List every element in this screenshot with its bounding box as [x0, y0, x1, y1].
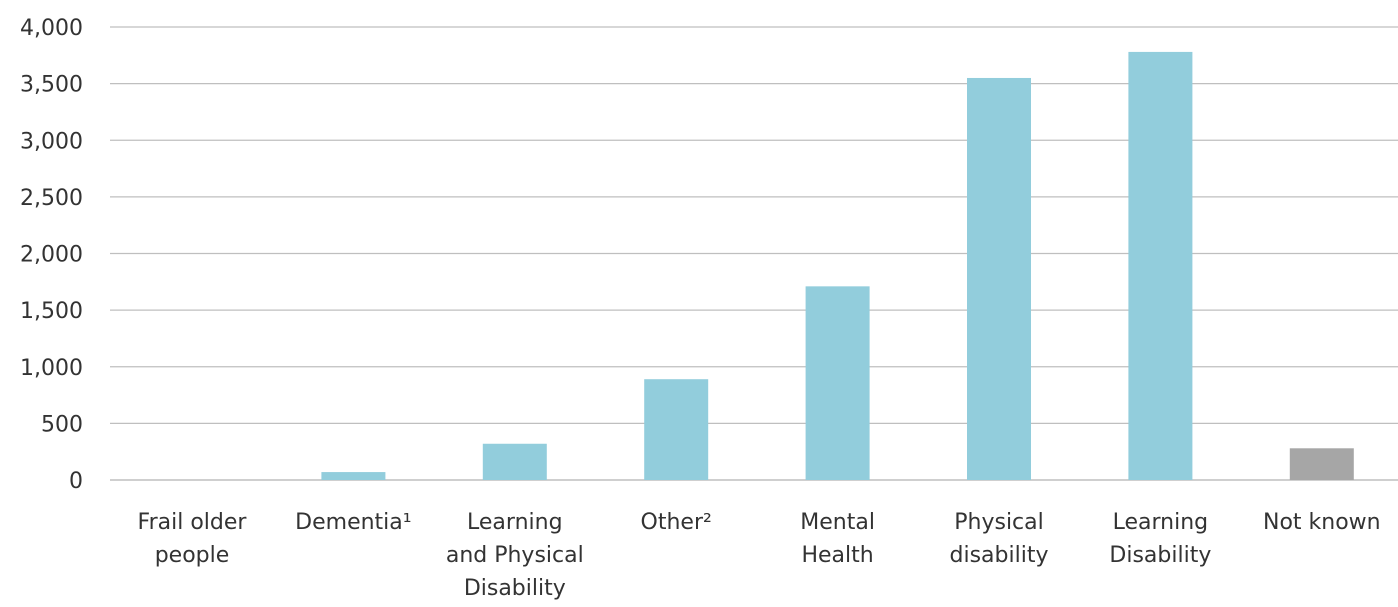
y-tick-label: 2,000 [20, 243, 83, 268]
y-axis-tick-labels: 0 500 1,000 1,500 2,000 2,500 3,000 3,500 4,000 [20, 16, 83, 494]
x-tick-label: Learning and Physical Disability [446, 510, 584, 601]
bar [482, 443, 547, 480]
x-tick-label-line: Frail older [138, 510, 248, 535]
y-tick-label: 3,000 [20, 129, 83, 154]
y-tick-label: 500 [41, 412, 83, 437]
x-tick-label-line: Disability [1109, 543, 1211, 568]
x-tick-label: Not known [1263, 510, 1381, 535]
x-tick-label: Frail older people [138, 510, 248, 568]
x-tick-label-line: Learning [467, 510, 563, 535]
bar [805, 286, 870, 480]
x-tick-label-line: and Physical [446, 543, 584, 568]
x-tick-label: Mental Health [800, 510, 875, 568]
x-tick-label: Physical disability [950, 510, 1049, 568]
x-tick-label: Learning Disability [1109, 510, 1211, 568]
gridlines [110, 26, 1398, 481]
y-tick-label: 3,500 [20, 73, 83, 98]
bar [1128, 51, 1193, 480]
x-tick-label-line: people [155, 543, 230, 568]
bar [1289, 448, 1354, 480]
y-tick-label: 1,500 [20, 299, 83, 324]
x-tick-label: Other² [641, 510, 712, 535]
bars [321, 51, 1354, 481]
x-axis-category-labels: Frail older people Dementia¹ Learning and Ph… [138, 510, 1381, 601]
bar [321, 472, 386, 480]
x-tick-label: Dementia¹ [295, 510, 411, 535]
y-tick-label: 0 [69, 469, 83, 494]
y-tick-label: 1,000 [20, 356, 83, 381]
x-tick-label-line: Disability [464, 576, 566, 601]
bar [967, 77, 1031, 481]
x-tick-label-line: Mental [800, 510, 875, 535]
x-tick-label-line: Dementia¹ [295, 510, 411, 535]
x-tick-label-line: disability [950, 543, 1049, 568]
x-tick-label-line: Learning [1113, 510, 1209, 535]
bar [644, 379, 709, 480]
x-tick-label-line: Health [801, 543, 873, 568]
y-tick-label: 4,000 [20, 16, 83, 41]
x-tick-label-line: Other² [641, 510, 712, 535]
x-tick-label-line: Not known [1263, 510, 1381, 535]
x-tick-label-line: Physical [954, 510, 1044, 535]
y-tick-label: 2,500 [20, 186, 83, 211]
